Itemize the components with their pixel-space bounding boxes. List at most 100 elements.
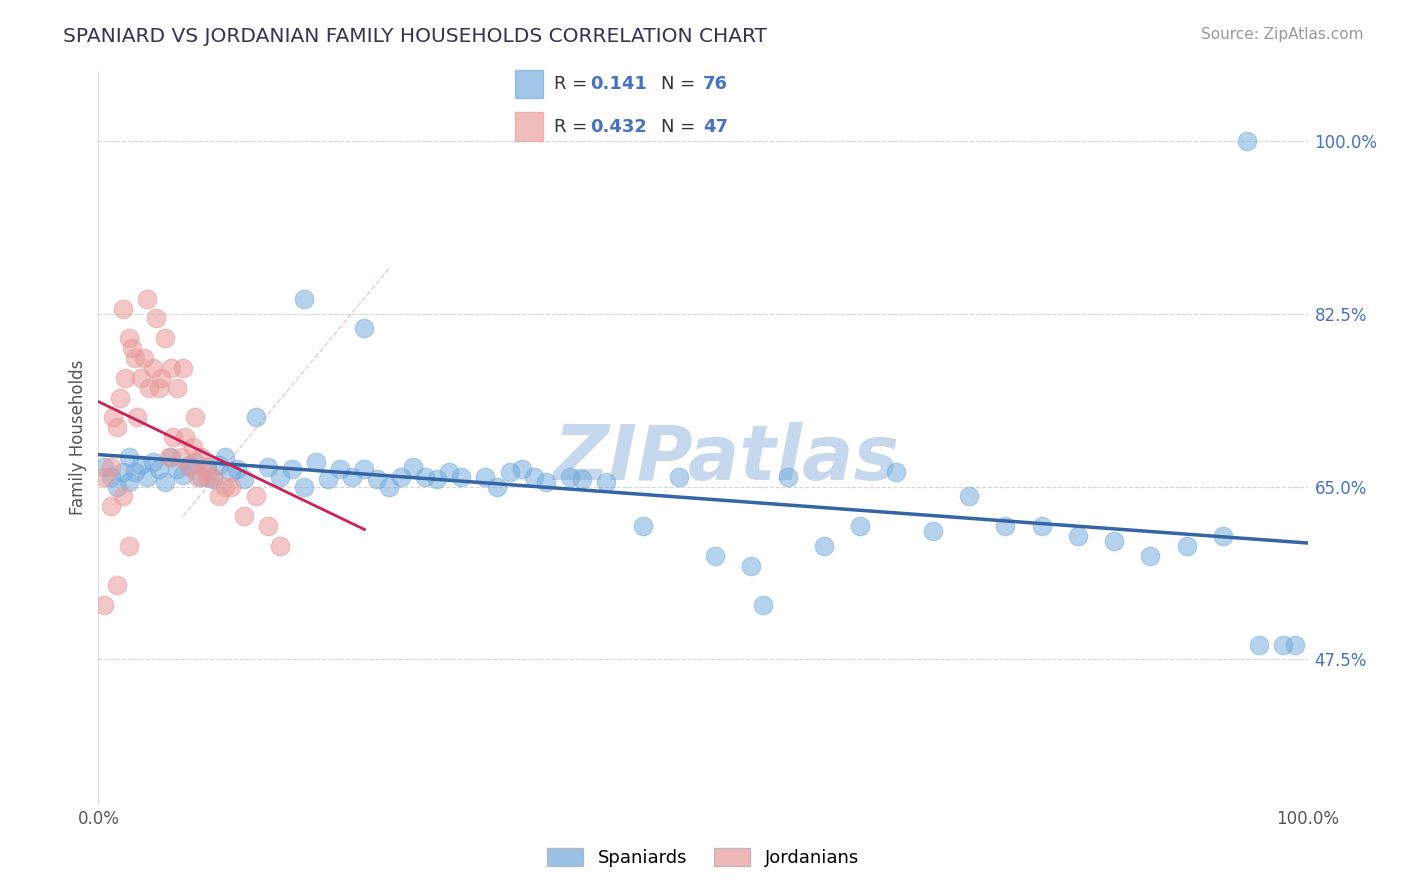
Text: 47: 47 xyxy=(703,118,728,136)
Point xyxy=(111,465,134,479)
Point xyxy=(1284,638,1306,652)
Point xyxy=(169,450,191,464)
Point xyxy=(571,472,593,486)
Point xyxy=(342,469,364,483)
Point xyxy=(426,472,449,486)
Point xyxy=(292,292,315,306)
Point xyxy=(402,459,425,474)
Point xyxy=(366,472,388,486)
Point xyxy=(100,459,122,474)
Text: R =: R = xyxy=(554,75,593,93)
Point xyxy=(1139,549,1161,563)
Point xyxy=(148,381,170,395)
Point xyxy=(195,459,218,474)
Point xyxy=(740,558,762,573)
Point xyxy=(256,459,278,474)
Point xyxy=(668,469,690,483)
Point xyxy=(172,360,194,375)
Point xyxy=(994,519,1017,533)
Point xyxy=(534,475,557,489)
Point xyxy=(1031,519,1053,533)
Point xyxy=(921,524,943,538)
Point xyxy=(377,479,399,493)
Point xyxy=(142,360,165,375)
Point xyxy=(281,461,304,475)
Point xyxy=(474,469,496,483)
Point xyxy=(179,459,201,474)
Point xyxy=(166,381,188,395)
Point xyxy=(160,450,183,464)
Point xyxy=(232,472,254,486)
Point xyxy=(118,475,141,489)
Point xyxy=(129,458,152,472)
Point xyxy=(118,450,141,464)
Point xyxy=(150,371,173,385)
Point xyxy=(190,450,212,464)
Bar xyxy=(515,112,543,141)
Text: 0.141: 0.141 xyxy=(591,75,647,93)
Point xyxy=(190,469,212,483)
Bar xyxy=(515,70,543,98)
Point xyxy=(631,519,654,533)
Point xyxy=(160,360,183,375)
Point xyxy=(138,381,160,395)
Point xyxy=(221,479,243,493)
Point xyxy=(202,472,225,486)
Point xyxy=(437,465,460,479)
Point xyxy=(232,509,254,524)
Point xyxy=(450,469,472,483)
Text: N =: N = xyxy=(661,75,695,93)
Point xyxy=(245,489,267,503)
Point xyxy=(153,331,176,345)
Point xyxy=(413,469,436,483)
Point xyxy=(129,371,152,385)
Text: 0.432: 0.432 xyxy=(591,118,647,136)
Point xyxy=(208,489,231,503)
Point xyxy=(187,469,209,483)
Point xyxy=(214,450,236,464)
Point xyxy=(135,469,157,483)
Point xyxy=(100,500,122,514)
Point xyxy=(101,410,124,425)
Point xyxy=(105,578,128,592)
Point xyxy=(849,519,872,533)
Point xyxy=(174,430,197,444)
Point xyxy=(108,391,131,405)
Point xyxy=(256,519,278,533)
Point xyxy=(1102,533,1125,548)
Point xyxy=(353,461,375,475)
Point xyxy=(498,465,520,479)
Point xyxy=(269,469,291,483)
Point xyxy=(179,458,201,472)
Point xyxy=(752,598,775,612)
Point xyxy=(389,469,412,483)
Point xyxy=(353,321,375,335)
Point xyxy=(166,461,188,475)
Point xyxy=(226,461,249,475)
Point xyxy=(595,475,617,489)
Point xyxy=(118,539,141,553)
Point xyxy=(148,461,170,475)
Point xyxy=(329,461,352,475)
Point xyxy=(121,341,143,355)
Point xyxy=(1272,638,1295,652)
Point xyxy=(181,440,204,454)
Point xyxy=(145,311,167,326)
Point xyxy=(558,469,581,483)
Point xyxy=(813,539,835,553)
Point xyxy=(957,489,980,503)
Point xyxy=(704,549,727,563)
Point xyxy=(194,459,217,474)
Point xyxy=(114,371,136,385)
Point xyxy=(208,458,231,472)
Point xyxy=(776,469,799,483)
Point xyxy=(245,410,267,425)
Point xyxy=(111,301,134,316)
Point xyxy=(523,469,546,483)
Point xyxy=(105,420,128,434)
Point xyxy=(214,479,236,493)
Point xyxy=(135,292,157,306)
Text: 76: 76 xyxy=(703,75,728,93)
Point xyxy=(124,465,146,479)
Point xyxy=(1236,134,1258,148)
